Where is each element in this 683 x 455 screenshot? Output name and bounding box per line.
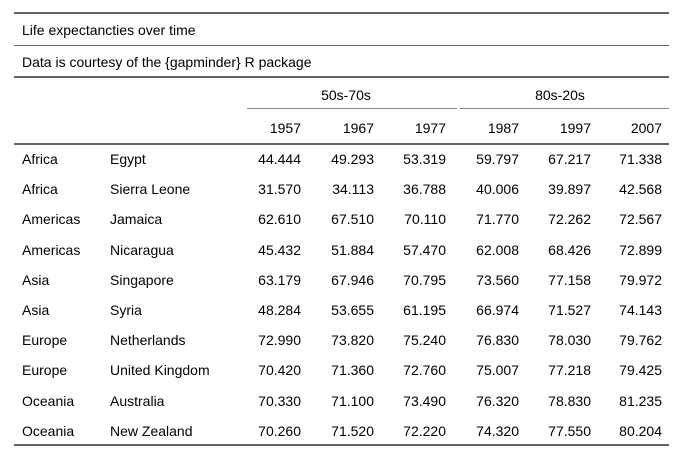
spanner-80s-20s-underline bbox=[460, 108, 669, 109]
value-cell-1977: 73.490 bbox=[403, 393, 446, 409]
country-cell: Sierra Leone bbox=[110, 181, 191, 197]
value-cell-1957: 31.570 bbox=[258, 181, 301, 197]
continent-cell: Oceania bbox=[22, 423, 75, 439]
value-cell-1987: 71.770 bbox=[476, 211, 519, 227]
table-bottom-rule bbox=[14, 444, 669, 446]
value-cell-2007: 79.762 bbox=[619, 332, 662, 348]
value-cell-1977: 36.788 bbox=[403, 181, 446, 197]
value-cell-1967: 71.100 bbox=[331, 393, 374, 409]
country-cell: United Kingdom bbox=[110, 362, 210, 378]
column-header-1997: 1997 bbox=[559, 120, 591, 136]
value-cell-1967: 67.510 bbox=[331, 211, 374, 227]
spanner-50s-70s-underline bbox=[247, 108, 457, 109]
value-cell-1967: 71.520 bbox=[331, 423, 374, 439]
value-cell-1957: 62.610 bbox=[258, 211, 301, 227]
value-cell-1997: 78.030 bbox=[548, 332, 591, 348]
value-cell-2007: 71.338 bbox=[619, 151, 662, 167]
value-cell-1977: 75.240 bbox=[403, 332, 446, 348]
continent-cell: Oceania bbox=[22, 393, 75, 409]
value-cell-1967: 53.655 bbox=[331, 302, 374, 318]
value-cell-1957: 70.420 bbox=[258, 362, 301, 378]
value-cell-1957: 48.284 bbox=[258, 302, 301, 318]
country-cell: Netherlands bbox=[110, 332, 186, 348]
value-cell-1997: 77.218 bbox=[548, 362, 591, 378]
continent-cell: Americas bbox=[22, 211, 81, 227]
column-header-1987: 1987 bbox=[487, 120, 519, 136]
value-cell-1957: 70.260 bbox=[258, 423, 301, 439]
value-cell-1997: 71.527 bbox=[548, 302, 591, 318]
value-cell-1997: 78.830 bbox=[548, 393, 591, 409]
column-header-2007: 2007 bbox=[630, 120, 662, 136]
value-cell-1997: 39.897 bbox=[548, 181, 591, 197]
value-cell-1977: 72.760 bbox=[403, 362, 446, 378]
value-cell-1997: 77.550 bbox=[548, 423, 591, 439]
spanner-50s-70s: 50s-70s bbox=[321, 87, 371, 103]
value-cell-2007: 79.972 bbox=[619, 272, 662, 288]
value-cell-1957: 44.444 bbox=[258, 151, 301, 167]
continent-cell: Asia bbox=[22, 272, 50, 288]
value-cell-1957: 70.330 bbox=[258, 393, 301, 409]
value-cell-2007: 72.899 bbox=[619, 242, 662, 258]
value-cell-1977: 70.110 bbox=[404, 211, 446, 227]
spanner-80s-20s: 80s-20s bbox=[535, 87, 585, 103]
value-cell-1977: 61.195 bbox=[403, 302, 446, 318]
value-cell-1957: 63.179 bbox=[258, 272, 301, 288]
value-cell-1967: 34.113 bbox=[332, 181, 374, 197]
value-cell-1967: 73.820 bbox=[331, 332, 374, 348]
continent-cell: Americas bbox=[22, 242, 81, 258]
continent-cell: Asia bbox=[22, 302, 50, 318]
country-cell: Jamaica bbox=[110, 211, 163, 227]
continent-cell: Europe bbox=[22, 332, 68, 348]
table-top-rule bbox=[14, 12, 669, 14]
value-cell-1987: 62.008 bbox=[476, 242, 519, 258]
continent-cell: Africa bbox=[22, 151, 58, 167]
value-cell-1987: 74.320 bbox=[476, 423, 519, 439]
value-cell-1967: 71.360 bbox=[331, 362, 374, 378]
value-cell-1987: 76.320 bbox=[476, 393, 519, 409]
country-cell: Australia bbox=[110, 393, 165, 409]
value-cell-1987: 75.007 bbox=[476, 362, 519, 378]
value-cell-1977: 57.470 bbox=[403, 242, 446, 258]
country-cell: Syria bbox=[110, 302, 142, 318]
continent-cell: Europe bbox=[22, 362, 68, 378]
value-cell-1967: 51.884 bbox=[331, 242, 374, 258]
value-cell-2007: 72.567 bbox=[619, 211, 662, 227]
value-cell-1957: 72.990 bbox=[258, 332, 301, 348]
value-cell-1997: 68.426 bbox=[548, 242, 591, 258]
value-cell-1977: 53.319 bbox=[403, 151, 446, 167]
column-header-1977: 1977 bbox=[414, 120, 446, 136]
value-cell-1997: 72.262 bbox=[548, 211, 591, 227]
value-cell-1987: 76.830 bbox=[476, 332, 519, 348]
table-subtitle: Data is courtesy of the {gapminder} R pa… bbox=[22, 54, 312, 70]
value-cell-1997: 67.217 bbox=[548, 151, 591, 167]
value-cell-1987: 66.974 bbox=[476, 302, 519, 318]
value-cell-2007: 80.204 bbox=[619, 423, 662, 439]
header-bottom-rule bbox=[14, 143, 669, 145]
value-cell-1957: 45.432 bbox=[258, 242, 301, 258]
country-cell: Egypt bbox=[110, 151, 146, 167]
value-cell-1967: 49.293 bbox=[331, 151, 374, 167]
column-header-1957: 1957 bbox=[269, 120, 301, 136]
country-cell: Nicaragua bbox=[110, 242, 174, 258]
value-cell-1977: 70.795 bbox=[403, 272, 446, 288]
value-cell-1987: 40.006 bbox=[476, 181, 519, 197]
continent-cell: Africa bbox=[22, 181, 58, 197]
value-cell-1977: 72.220 bbox=[403, 423, 446, 439]
value-cell-1987: 59.797 bbox=[476, 151, 519, 167]
country-cell: New Zealand bbox=[110, 423, 193, 439]
value-cell-2007: 42.568 bbox=[619, 181, 662, 197]
value-cell-1967: 67.946 bbox=[331, 272, 374, 288]
value-cell-2007: 79.425 bbox=[619, 362, 662, 378]
header-top-rule bbox=[14, 76, 669, 78]
value-cell-1997: 77.158 bbox=[548, 272, 591, 288]
country-cell: Singapore bbox=[110, 272, 174, 288]
value-cell-1987: 73.560 bbox=[476, 272, 519, 288]
column-header-1967: 1967 bbox=[342, 120, 374, 136]
value-cell-2007: 74.143 bbox=[619, 302, 662, 318]
table-title: Life expectancties over time bbox=[22, 22, 196, 38]
title-divider bbox=[14, 45, 669, 46]
value-cell-2007: 81.235 bbox=[619, 393, 662, 409]
